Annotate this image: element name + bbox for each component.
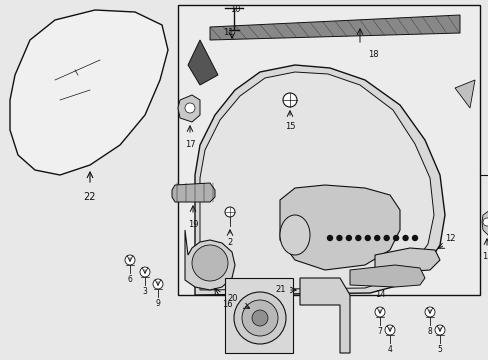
Polygon shape [10,10,168,175]
Circle shape [393,235,398,240]
Circle shape [336,235,341,240]
Circle shape [412,235,417,240]
Text: 12: 12 [444,234,454,243]
Polygon shape [172,183,215,202]
Polygon shape [178,95,200,122]
Polygon shape [454,80,474,108]
Polygon shape [209,15,459,40]
Circle shape [384,325,394,335]
Circle shape [125,255,135,265]
Circle shape [283,93,296,107]
Text: 3: 3 [142,287,147,296]
Text: 8: 8 [427,327,431,336]
Text: 5: 5 [437,345,442,354]
Text: 19: 19 [187,220,198,229]
Circle shape [242,300,278,336]
Circle shape [327,235,332,240]
Text: 11: 11 [223,28,233,37]
Text: 21: 21 [275,285,285,294]
Circle shape [355,235,360,240]
Polygon shape [280,185,399,270]
Polygon shape [374,248,439,272]
Polygon shape [200,72,433,290]
Polygon shape [184,230,235,290]
Text: 17: 17 [184,140,195,149]
Circle shape [365,235,369,240]
Polygon shape [299,278,349,353]
Circle shape [346,235,351,240]
Circle shape [384,235,388,240]
Circle shape [224,207,235,217]
Circle shape [374,235,379,240]
Text: 7: 7 [377,327,382,336]
Text: 16: 16 [222,300,232,309]
Text: 9: 9 [155,299,160,308]
Circle shape [402,235,407,240]
Bar [178,5,479,295]
Circle shape [153,279,163,289]
Circle shape [184,103,195,113]
Circle shape [374,307,384,317]
Polygon shape [195,65,444,295]
Polygon shape [481,210,488,235]
Circle shape [424,307,434,317]
Text: 10: 10 [229,5,240,14]
Text: 14: 14 [374,290,385,299]
Text: 4: 4 [387,345,392,354]
Polygon shape [187,40,218,85]
Text: 13: 13 [481,252,488,261]
Ellipse shape [280,215,309,255]
Circle shape [482,218,488,226]
Text: 15: 15 [284,122,295,131]
Circle shape [434,325,444,335]
Circle shape [251,310,267,326]
Circle shape [192,245,227,281]
Polygon shape [349,265,424,287]
Bar [224,278,292,353]
Text: 20: 20 [227,294,238,303]
Circle shape [234,292,285,344]
Circle shape [140,267,150,277]
Text: 18: 18 [367,50,378,59]
Text: 2: 2 [227,238,232,247]
Text: 22: 22 [83,192,96,202]
Text: 6: 6 [127,275,132,284]
